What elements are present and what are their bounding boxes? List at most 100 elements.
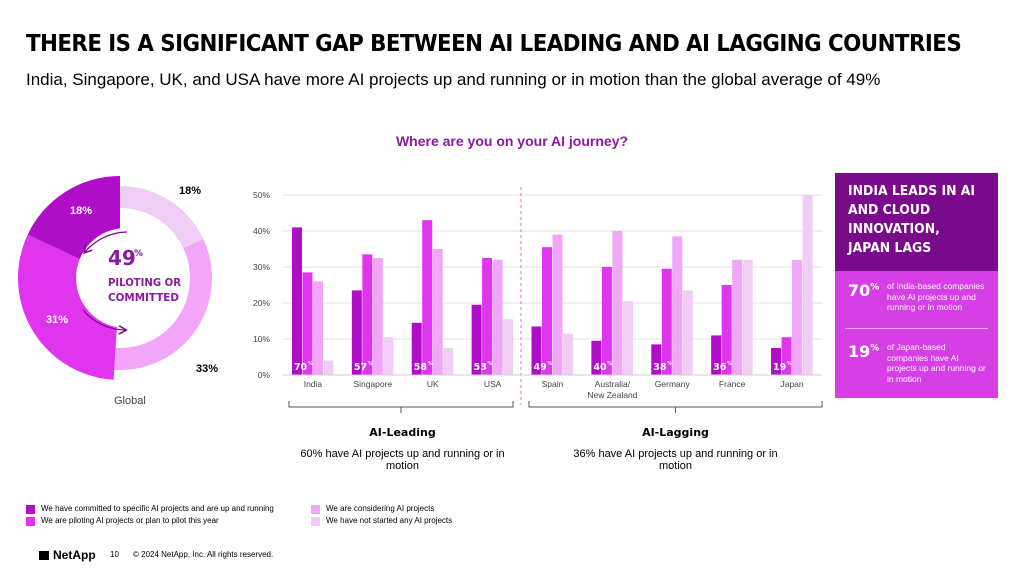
- bar-not-started: [682, 290, 693, 375]
- bar-considering: [612, 231, 623, 375]
- legend-swatch-not-started: [311, 517, 320, 526]
- combined-label-pct: %: [368, 361, 374, 367]
- bar-committed: [531, 326, 542, 375]
- group-ai-lagging-note: 36% have AI projects up and running or i…: [573, 448, 778, 472]
- stat-india-value: 70%: [848, 281, 880, 300]
- combined-label-pct: %: [308, 361, 314, 367]
- bar-considering: [312, 281, 323, 375]
- combined-label: 70: [294, 362, 308, 373]
- legend-swatch-committed: [26, 505, 35, 514]
- bar-piloting: [302, 272, 313, 375]
- x-tick-label: New Zealand: [587, 390, 637, 400]
- donut-label-piloting: 31%: [46, 314, 68, 326]
- bar-piloting: [661, 268, 672, 375]
- legend-text-not-started: We have not started any AI projects: [326, 516, 453, 525]
- bar-considering: [672, 236, 683, 375]
- combined-label: 40: [593, 362, 607, 373]
- donut-center-value: 49: [108, 246, 136, 270]
- side-panel-header: INDIA LEADS IN AI AND CLOUD INNOVATION, …: [835, 173, 998, 271]
- legend-text-piloting: We are piloting AI projects or plan to p…: [41, 516, 219, 525]
- y-tick-label: 20%: [253, 298, 270, 308]
- y-tick-label: 40%: [253, 226, 270, 236]
- x-tick-label: USA: [484, 379, 502, 389]
- y-tick-label: 30%: [253, 262, 270, 272]
- group-ai-lagging: AI-Lagging 36% have AI projects up and r…: [573, 426, 778, 472]
- x-tick-label: Japan: [780, 379, 803, 389]
- combined-label-pct: %: [787, 361, 793, 367]
- netapp-logo: NetApp: [39, 548, 96, 562]
- bar-piloting: [781, 337, 792, 375]
- bar-committed: [651, 344, 662, 375]
- netapp-logo-icon: [39, 551, 49, 560]
- legend-text-considering: We are considering AI projects: [326, 504, 435, 513]
- bar-considering: [552, 234, 563, 375]
- donut-caption: Global: [114, 395, 146, 407]
- side-panel-divider: [845, 328, 988, 329]
- combined-label-pct: %: [727, 361, 733, 367]
- bar-committed: [411, 322, 422, 375]
- y-tick-label: 10%: [253, 334, 270, 344]
- bar-not-started: [443, 348, 454, 375]
- donut-center-label-1: PILOTING OR: [108, 276, 181, 289]
- donut-arrow-top: [85, 231, 128, 252]
- bar-not-started: [503, 319, 514, 375]
- bar-piloting: [601, 267, 612, 375]
- page-title: THERE IS A SIGNIFICANT GAP BETWEEN AI LE…: [26, 31, 962, 57]
- stat-japan-value: 19%: [848, 342, 880, 361]
- copyright: © 2024 NetApp, Inc. All rights reserved.: [133, 550, 274, 559]
- combined-label: 38: [653, 362, 667, 373]
- combined-label: 49: [534, 362, 547, 373]
- bar-committed: [711, 335, 722, 375]
- group-ai-leading-note: 60% have AI projects up and running or i…: [300, 448, 505, 472]
- combined-label-pct: %: [667, 361, 673, 367]
- x-tick-label: India: [304, 379, 323, 389]
- chart-title: Where are you on your AI journey?: [395, 133, 629, 149]
- bar-piloting: [422, 220, 433, 375]
- bar-committed: [471, 304, 482, 375]
- combined-label-pct: %: [607, 361, 613, 367]
- donut-center-label-2: COMMITTED: [108, 291, 179, 304]
- side-panel: INDIA LEADS IN AI AND CLOUD INNOVATION, …: [835, 173, 998, 398]
- donut-slice-considering: [114, 238, 212, 370]
- bar-piloting: [542, 247, 552, 375]
- donut-center-pct: %: [134, 249, 143, 259]
- group-ai-leading: AI-Leading 60% have AI projects up and r…: [300, 426, 505, 472]
- bar-considering: [732, 259, 743, 375]
- side-panel-heading: INDIA LEADS IN AI AND CLOUD INNOVATION, …: [848, 183, 976, 256]
- bar-not-started: [323, 360, 334, 375]
- bar-considering: [492, 259, 503, 375]
- bar-piloting: [362, 254, 373, 375]
- combined-label: 58: [414, 362, 428, 373]
- combined-label-pct: %: [427, 361, 433, 367]
- donut-arrow-bottom: [82, 309, 125, 330]
- x-tick-label: Australia/: [595, 379, 631, 389]
- combined-label: 19: [773, 362, 786, 373]
- bar-not-started: [742, 259, 753, 375]
- bar-piloting: [482, 258, 493, 375]
- donut-label-not-started: 18%: [179, 185, 201, 197]
- bar-not-started: [622, 301, 633, 375]
- donut-label-committed: 18%: [70, 205, 92, 217]
- legend-text-committed: We have committed to specific AI project…: [41, 504, 274, 513]
- page-subtitle: India, Singapore, UK, and USA have more …: [26, 70, 881, 89]
- combined-label-pct: %: [487, 361, 493, 367]
- donut-slice-committed: [27, 176, 120, 261]
- group-ai-lagging-name: AI-Lagging: [642, 426, 709, 439]
- stat-japan-text: of Japan-based companies have AI project…: [887, 342, 986, 384]
- stat-india-text: of India-based companies have AI project…: [887, 281, 985, 312]
- y-tick-label: 50%: [253, 190, 270, 200]
- donut-slice-piloting: [18, 234, 118, 380]
- x-tick-label: France: [719, 379, 746, 389]
- donut-center: [76, 228, 176, 328]
- combined-label-pct: %: [547, 361, 553, 367]
- y-tick-label: 0%: [258, 370, 271, 380]
- bracket-ai-leading: [288, 401, 514, 413]
- bracket-ai-lagging: [528, 401, 823, 413]
- combined-label: 57: [354, 362, 367, 373]
- page-number: 10: [110, 550, 119, 559]
- combined-label: 36: [713, 362, 727, 373]
- x-tick-label: Spain: [542, 379, 564, 389]
- donut-label-considering: 33%: [196, 363, 218, 375]
- bar-piloting: [721, 285, 732, 375]
- x-tick-label: Germany: [655, 379, 691, 389]
